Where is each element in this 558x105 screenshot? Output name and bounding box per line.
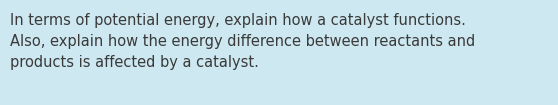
Text: In terms of potential energy, explain how a catalyst functions.
Also, explain ho: In terms of potential energy, explain ho…	[10, 13, 475, 70]
